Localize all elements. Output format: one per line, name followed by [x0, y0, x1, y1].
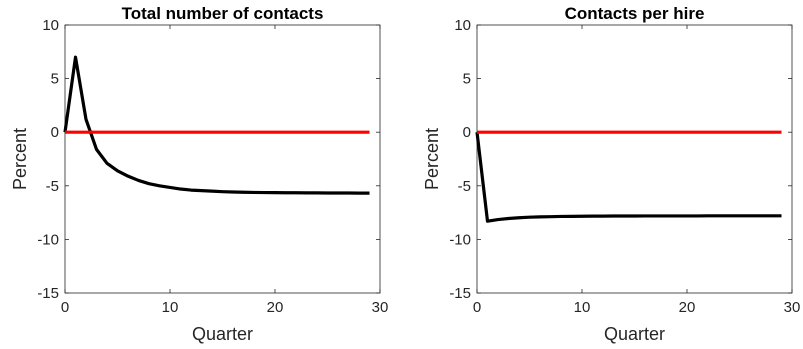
y-tick-label: 10: [454, 17, 471, 34]
y-tick-label: -15: [449, 285, 471, 302]
x-axis-label: Quarter: [192, 324, 253, 344]
y-tick-label: -5: [46, 178, 59, 195]
x-tick-label: 10: [574, 299, 591, 316]
y-tick-label: 0: [51, 124, 59, 141]
response-series-line: [63, 55, 370, 195]
plot-frame: [476, 24, 793, 294]
y-tick-label: -10: [37, 231, 59, 248]
plot-frame: [64, 24, 381, 294]
x-tick-label: 30: [784, 299, 801, 316]
x-tick-label: 0: [61, 299, 69, 316]
y-axis-label: Percent: [10, 128, 30, 190]
x-axis-label: Quarter: [604, 324, 665, 344]
x-tick-label: 20: [267, 299, 284, 316]
y-tick-label: -15: [37, 285, 59, 302]
y-tick-label: -10: [449, 231, 471, 248]
y-tick-label: -5: [458, 178, 471, 195]
response-series-line: [475, 132, 782, 223]
x-tick-label: 30: [372, 299, 389, 316]
y-tick-label: 5: [463, 71, 471, 88]
x-tick-label: 10: [162, 299, 179, 316]
x-tick-label: 20: [679, 299, 696, 316]
y-tick-label: 10: [42, 17, 59, 34]
chart-title: Contacts per hire: [565, 4, 705, 23]
chart-title: Total number of contacts: [122, 4, 324, 23]
y-axis-label: Percent: [422, 128, 442, 190]
x-tick-label: 0: [473, 299, 481, 316]
y-tick-label: 0: [463, 124, 471, 141]
y-tick-label: 5: [51, 71, 59, 88]
